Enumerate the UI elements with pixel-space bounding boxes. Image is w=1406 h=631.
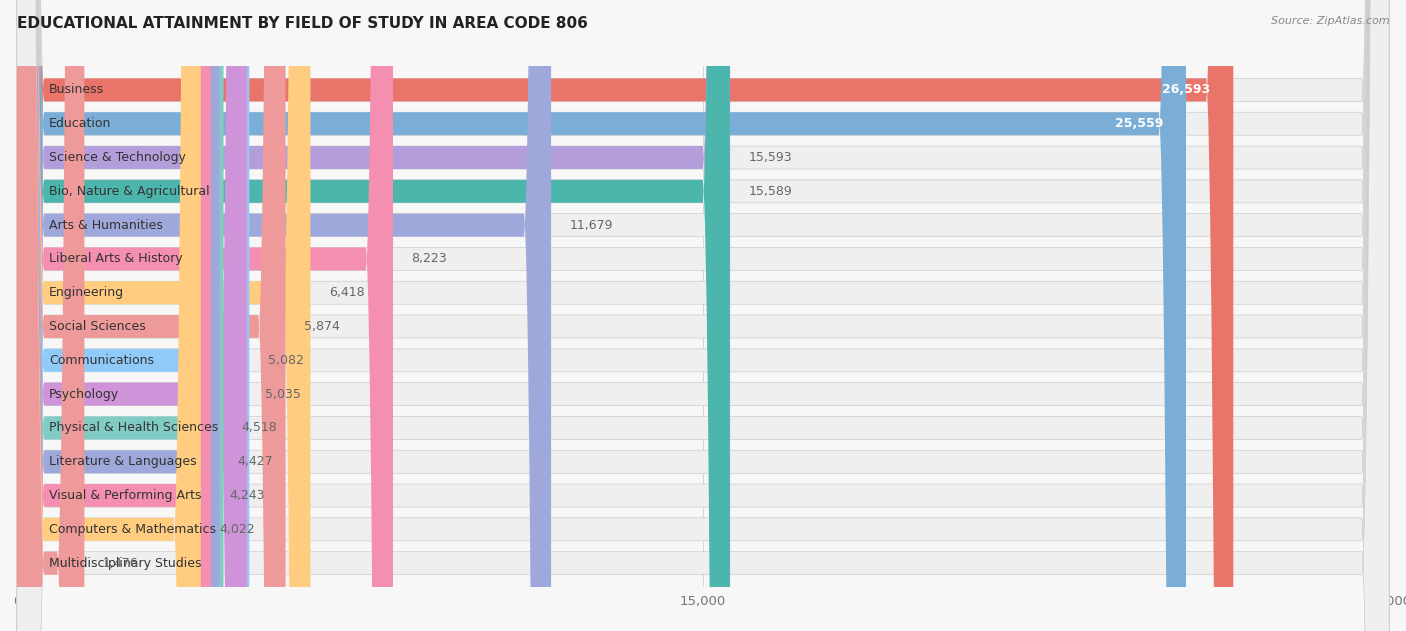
FancyBboxPatch shape [17, 0, 1389, 631]
Text: Bio, Nature & Agricultural: Bio, Nature & Agricultural [49, 185, 209, 198]
Text: Literature & Languages: Literature & Languages [49, 455, 197, 468]
Text: 26,593: 26,593 [1163, 83, 1211, 97]
FancyBboxPatch shape [17, 0, 1389, 631]
Text: Visual & Performing Arts: Visual & Performing Arts [49, 489, 201, 502]
Text: 25,559: 25,559 [1115, 117, 1163, 130]
Text: 4,022: 4,022 [219, 523, 254, 536]
FancyBboxPatch shape [17, 0, 1389, 631]
Text: Social Sciences: Social Sciences [49, 320, 146, 333]
FancyBboxPatch shape [17, 0, 1187, 631]
FancyBboxPatch shape [17, 0, 1389, 631]
Text: EDUCATIONAL ATTAINMENT BY FIELD OF STUDY IN AREA CODE 806: EDUCATIONAL ATTAINMENT BY FIELD OF STUDY… [17, 16, 588, 31]
FancyBboxPatch shape [17, 0, 224, 631]
FancyBboxPatch shape [17, 0, 730, 631]
FancyBboxPatch shape [17, 0, 1389, 631]
Text: Liberal Arts & History: Liberal Arts & History [49, 252, 183, 266]
Text: Science & Technology: Science & Technology [49, 151, 186, 164]
Text: Computers & Mathematics: Computers & Mathematics [49, 523, 217, 536]
Text: Physical & Health Sciences: Physical & Health Sciences [49, 422, 218, 435]
FancyBboxPatch shape [17, 0, 1389, 631]
FancyBboxPatch shape [17, 0, 551, 631]
Text: 4,518: 4,518 [242, 422, 277, 435]
Text: 15,589: 15,589 [748, 185, 792, 198]
FancyBboxPatch shape [17, 0, 1389, 631]
Text: 5,035: 5,035 [266, 387, 301, 401]
FancyBboxPatch shape [17, 0, 201, 631]
FancyBboxPatch shape [17, 0, 247, 631]
Text: 5,082: 5,082 [267, 354, 304, 367]
Text: Arts & Humanities: Arts & Humanities [49, 218, 163, 232]
FancyBboxPatch shape [17, 0, 211, 631]
Text: 4,427: 4,427 [238, 455, 273, 468]
FancyBboxPatch shape [17, 0, 1233, 631]
FancyBboxPatch shape [17, 0, 1389, 631]
FancyBboxPatch shape [17, 0, 249, 631]
FancyBboxPatch shape [17, 0, 394, 631]
FancyBboxPatch shape [17, 0, 1389, 631]
Text: Business: Business [49, 83, 104, 97]
FancyBboxPatch shape [17, 0, 1389, 631]
Text: 4,243: 4,243 [229, 489, 264, 502]
Text: 8,223: 8,223 [412, 252, 447, 266]
FancyBboxPatch shape [17, 0, 1389, 631]
FancyBboxPatch shape [17, 0, 730, 631]
Text: Psychology: Psychology [49, 387, 120, 401]
Text: Engineering: Engineering [49, 286, 124, 299]
FancyBboxPatch shape [17, 0, 1389, 631]
Text: Education: Education [49, 117, 111, 130]
FancyBboxPatch shape [17, 0, 84, 631]
Text: Source: ZipAtlas.com: Source: ZipAtlas.com [1271, 16, 1389, 26]
FancyBboxPatch shape [17, 0, 1389, 631]
Text: 15,593: 15,593 [748, 151, 792, 164]
FancyBboxPatch shape [17, 0, 1389, 631]
Text: 11,679: 11,679 [569, 218, 613, 232]
Text: Communications: Communications [49, 354, 153, 367]
Text: 6,418: 6,418 [329, 286, 364, 299]
FancyBboxPatch shape [17, 0, 219, 631]
FancyBboxPatch shape [17, 0, 311, 631]
Text: 1,476: 1,476 [103, 557, 138, 570]
Text: Multidisciplinary Studies: Multidisciplinary Studies [49, 557, 201, 570]
Text: 5,874: 5,874 [304, 320, 340, 333]
FancyBboxPatch shape [17, 0, 285, 631]
FancyBboxPatch shape [17, 0, 1389, 631]
